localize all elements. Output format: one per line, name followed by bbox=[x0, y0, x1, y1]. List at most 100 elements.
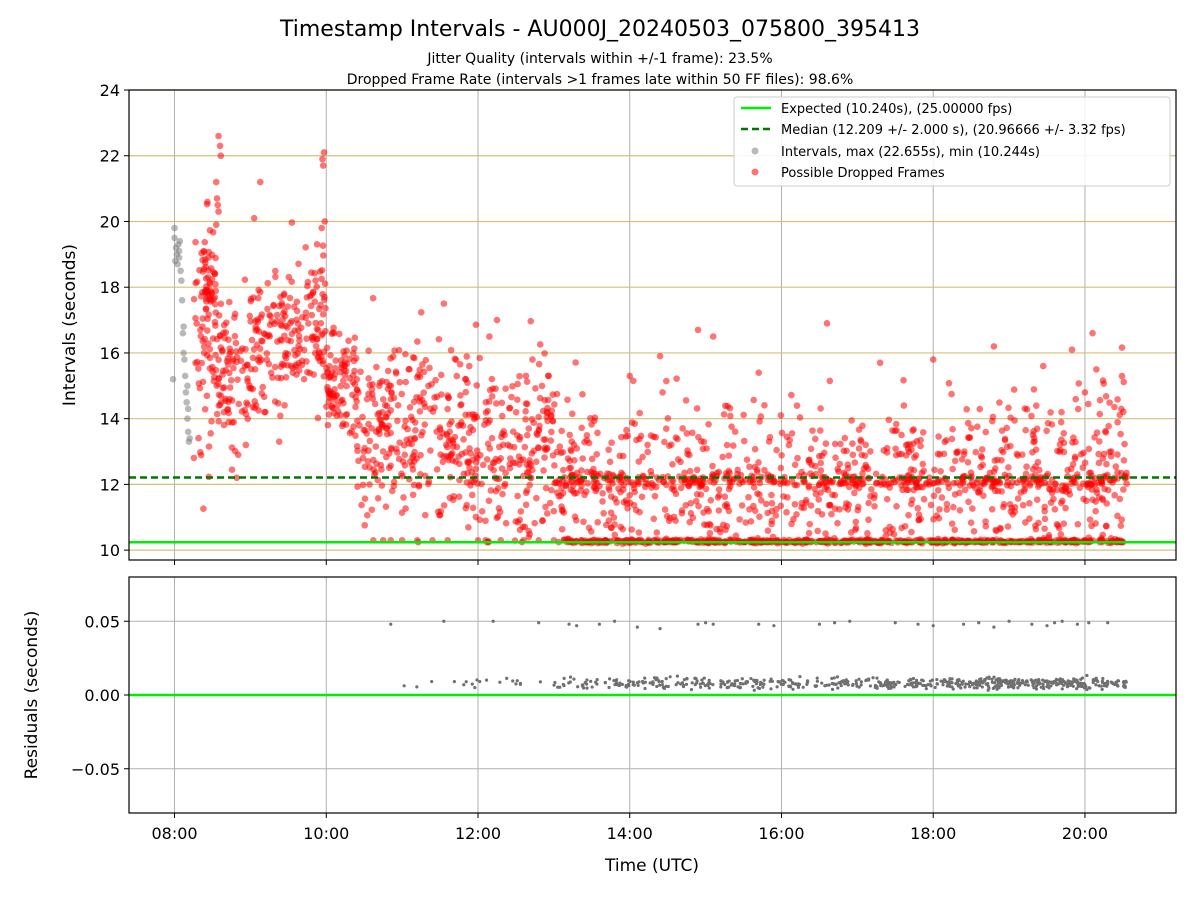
residual-point bbox=[706, 683, 710, 688]
dropped-frame-point bbox=[814, 507, 822, 515]
residual-point bbox=[980, 685, 984, 689]
dropped-frame-point bbox=[854, 478, 861, 486]
dropped-frame-point bbox=[788, 430, 796, 437]
dropped-frame-point bbox=[476, 516, 484, 524]
dropped-frame-point bbox=[1118, 372, 1126, 380]
dropped-frame-point bbox=[1081, 459, 1089, 467]
dropped-frame-point bbox=[635, 529, 643, 536]
dropped-frame-point bbox=[292, 363, 299, 370]
dropped-frame-point bbox=[585, 524, 593, 532]
dropped-frame-point bbox=[610, 514, 618, 521]
dropped-frame-point bbox=[270, 302, 277, 310]
dropped-frame-point bbox=[988, 505, 996, 513]
residual-point bbox=[1012, 680, 1016, 684]
dropped-frame-point bbox=[794, 454, 801, 462]
residual-point bbox=[933, 685, 937, 690]
dropped-frame-point bbox=[540, 467, 547, 474]
dropped-frame-point bbox=[805, 529, 813, 537]
dropped-frame-point bbox=[709, 333, 717, 340]
dropped-frame-point bbox=[996, 478, 1003, 485]
residual-point bbox=[607, 685, 611, 690]
dropped-frame-point bbox=[1070, 434, 1077, 442]
dropped-frame-point bbox=[487, 487, 495, 494]
dropped-frame-point bbox=[693, 405, 701, 412]
residual-point bbox=[859, 683, 863, 687]
residual-point bbox=[1077, 683, 1081, 687]
dropped-frame-point bbox=[1014, 495, 1022, 502]
dropped-frame-point bbox=[514, 492, 521, 500]
residual-point bbox=[1041, 682, 1045, 686]
dropped-frame-point bbox=[295, 342, 302, 350]
residual-point bbox=[914, 685, 918, 689]
dropped-frame-point bbox=[715, 507, 723, 514]
dropped-frame-point bbox=[578, 467, 585, 474]
residual-point bbox=[960, 682, 964, 686]
dropped-frame-point bbox=[725, 507, 733, 515]
residual-point bbox=[711, 682, 715, 687]
residual-point bbox=[841, 679, 845, 683]
dropped-frame-point bbox=[525, 527, 532, 535]
residual-point bbox=[744, 680, 748, 684]
chart-subtitle-jitter: Jitter Quality (intervals within +/-1 fr… bbox=[426, 51, 772, 67]
dropped-frame-point bbox=[217, 300, 225, 308]
dropped-frame-point bbox=[388, 445, 395, 453]
dropped-frame-point bbox=[315, 305, 323, 313]
dropped-frame-point bbox=[227, 377, 235, 384]
dropped-frame-point bbox=[756, 491, 763, 498]
dropped-frame-point bbox=[992, 465, 999, 472]
dropped-frame-point bbox=[352, 403, 359, 411]
dropped-frame-point bbox=[372, 443, 380, 450]
dropped-frame-point bbox=[541, 454, 548, 461]
residual-point bbox=[973, 682, 978, 686]
dropped-frame-point bbox=[949, 465, 956, 473]
dropped-frame-point bbox=[567, 446, 575, 453]
dropped-frame-point bbox=[502, 385, 509, 392]
residual-point bbox=[875, 684, 879, 689]
dropped-frame-point bbox=[506, 404, 514, 412]
residual-point bbox=[572, 677, 576, 681]
dropped-frame-point bbox=[407, 413, 415, 421]
dropped-frame-point bbox=[365, 390, 372, 398]
dropped-frame-point bbox=[492, 487, 500, 495]
dropped-frame-point bbox=[1101, 485, 1108, 493]
residual-point bbox=[837, 681, 841, 685]
intervals-y-tick-label: 16 bbox=[100, 344, 120, 363]
dropped-frame-point bbox=[453, 443, 461, 451]
interval-point bbox=[171, 257, 179, 265]
dropped-frame-point bbox=[1084, 400, 1092, 408]
dropped-frame-point bbox=[192, 238, 199, 246]
residual-point bbox=[834, 682, 838, 687]
dropped-frame-point bbox=[815, 496, 823, 503]
dropped-frame-point bbox=[384, 367, 392, 375]
dropped-frame-point bbox=[244, 361, 251, 369]
dropped-frame-point bbox=[406, 404, 414, 411]
dropped-frame-point bbox=[791, 461, 799, 469]
dropped-frame-point bbox=[250, 345, 258, 353]
dropped-frame-point bbox=[1049, 486, 1057, 493]
dropped-frame-point bbox=[431, 404, 438, 412]
dropped-frame-point bbox=[587, 414, 594, 422]
residual-point bbox=[924, 687, 928, 691]
dropped-frame-point bbox=[426, 364, 433, 372]
residual-point bbox=[515, 679, 519, 683]
dropped-frame-point bbox=[860, 465, 868, 472]
dropped-frame-point bbox=[202, 295, 210, 303]
dropped-frame-point bbox=[318, 275, 325, 283]
dropped-frame-point bbox=[484, 440, 492, 448]
residual-point bbox=[762, 678, 766, 682]
dropped-frame-point bbox=[617, 523, 624, 531]
residual-point bbox=[590, 685, 594, 689]
dropped-frame-point bbox=[201, 405, 209, 413]
dropped-frame-point bbox=[535, 413, 542, 421]
dropped-frame-point bbox=[524, 431, 531, 439]
intervals-plot-frame bbox=[128, 89, 1177, 561]
dropped-frame-point bbox=[591, 483, 599, 491]
dropped-frame-point bbox=[693, 491, 701, 498]
dropped-frame-point bbox=[840, 479, 847, 487]
residual-point bbox=[967, 680, 972, 684]
dropped-frame-point bbox=[538, 382, 546, 390]
dropped-frame-point bbox=[379, 421, 387, 429]
dropped-frame-point bbox=[350, 423, 357, 430]
dropped-frame-point bbox=[849, 451, 857, 459]
